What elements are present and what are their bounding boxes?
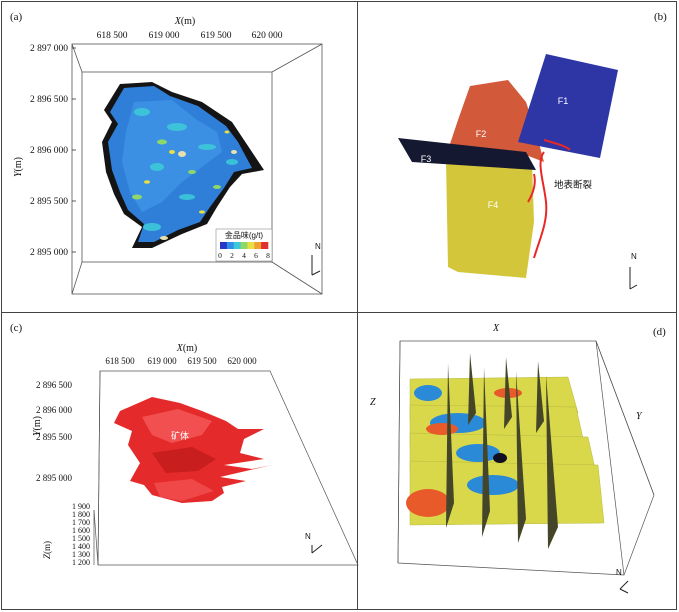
panel-a-y-tick-1: 2 897 000 <box>30 44 68 54</box>
panel-d-x-axis-title: X <box>492 323 500 334</box>
panel-c-x-tick-4: 620 000 <box>227 356 257 366</box>
panel-c-y-tick-4: 2 895 000 <box>36 473 73 483</box>
panel-a-y-tick-2: 2 896 500 <box>30 95 68 105</box>
panel-c-z-tick-2: 1 800 <box>72 510 90 519</box>
panel-c-z-tick-6: 1 400 <box>72 542 90 551</box>
section-anomaly-low-1 <box>414 385 442 401</box>
panel-a-legend-tick-8: 8 <box>266 251 270 260</box>
legend-color-swatch <box>254 242 262 249</box>
panel-a-canvas: (a) X(m) 618 500 619 000 619 500 620 000… <box>10 11 323 295</box>
panel-a-label: (a) <box>10 11 23 23</box>
fault-f4-label: F4 <box>488 200 499 210</box>
panel-c-bounding-box <box>93 370 359 566</box>
panel-d-north-arrow-icon <box>619 580 629 594</box>
section-anomaly-low-3 <box>456 444 500 462</box>
panel-c-orebody <box>114 397 272 503</box>
panel-a-y-tick-4: 2 895 500 <box>30 197 68 207</box>
panel-c-z-tick-4: 1 600 <box>72 526 90 535</box>
section-anomaly-high-1 <box>426 423 458 435</box>
panel-c-x-axis-title: X(m) <box>176 343 198 354</box>
panel-a-x-axis-letter: X <box>174 16 182 27</box>
section-anomaly-high-2 <box>406 489 450 517</box>
panel-c-x-tick-3: 619 500 <box>187 356 217 366</box>
panel-c-z-tick-5: 1 500 <box>72 534 90 543</box>
panel-a-x-tick-2: 619 000 <box>149 31 180 41</box>
panel-a-x-tick-3: 619 500 <box>201 31 232 41</box>
panel-d-z-axis-title: Z <box>370 397 376 408</box>
fault-f3-surface <box>398 138 536 170</box>
panel-c-label: (c) <box>10 322 23 334</box>
panel-b-north-label: N <box>631 252 637 261</box>
panel-a-x-axis-title: X(m) <box>174 16 196 27</box>
panel-c-north-arrow-icon <box>311 544 323 554</box>
panel-a-legend-colorbar <box>220 242 269 249</box>
panel-a-legend: 金品味(g/t) 0 2 4 6 8 <box>215 228 273 262</box>
panel-c: (c) X(m) 618 500 619 000 619 500 620 000… <box>2 313 359 610</box>
panel-c-x-tick-2: 619 000 <box>147 356 177 366</box>
panel-a-legend-tick-0: 0 <box>218 251 222 260</box>
panel-a-bounding-box <box>71 43 323 295</box>
surface-fault-traces <box>527 139 571 259</box>
panel-a-north-arrow-icon <box>311 255 321 276</box>
section-anomaly-low-4 <box>467 475 519 495</box>
panel-c-z-axis-title: Z(m) <box>42 541 52 559</box>
panel-b-canvas: (b) F2 F1 F3 F4 地表断裂 N <box>398 11 667 290</box>
legend-color-swatch <box>233 242 241 249</box>
panel-divider-horizontal <box>1 312 677 313</box>
panel-a-y-axis-title: Y(m) <box>13 157 24 177</box>
panel-a-x-tick-1: 618 500 <box>97 31 128 41</box>
panel-c-orebody-label: 矿体 <box>171 430 189 441</box>
panel-c-north-label: N <box>305 532 311 541</box>
panel-c-z-tick-8: 1 200 <box>72 558 90 567</box>
panel-c-z-tick-3: 1 700 <box>72 518 90 527</box>
section-anomaly-core <box>493 453 507 463</box>
panel-a-orebody-surface <box>102 82 264 248</box>
panel-a-legend-tick-4: 4 <box>242 251 246 260</box>
panel-a-x-tick-4: 620 000 <box>252 31 283 41</box>
panel-a-y-tick-3: 2 896 000 <box>30 146 68 156</box>
panel-d-north-label: N <box>616 568 622 577</box>
fault-f1-surface <box>518 54 618 158</box>
panel-b: (b) F2 F1 F3 F4 地表断裂 N <box>358 2 677 312</box>
panel-c-x-tick-1: 618 500 <box>105 356 135 366</box>
legend-color-swatch <box>220 242 228 249</box>
panel-a-legend-tick-6: 6 <box>254 251 258 260</box>
panel-c-z-tick-7: 1 300 <box>72 550 90 559</box>
panel-d-bounding-box <box>397 340 655 576</box>
legend-color-swatch <box>240 242 248 249</box>
legend-color-swatch <box>261 242 269 249</box>
panel-a-legend-title: 金品味(g/t) <box>225 230 264 240</box>
panel-c-y-tick-1: 2 896 500 <box>36 380 73 390</box>
panel-d-canvas: (d) X Z Y <box>370 323 666 594</box>
fault-f3-label: F3 <box>421 154 432 164</box>
fault-f4-surface <box>446 160 534 278</box>
legend-color-swatch <box>247 242 255 249</box>
panel-c-y-tick-3: 2 895 500 <box>36 432 73 442</box>
legend-color-swatch <box>226 242 235 249</box>
panel-a-y-tick-5: 2 895 000 <box>30 248 68 258</box>
panel-a-x-axis-unit: (m) <box>181 16 195 27</box>
panel-b-label: (b) <box>654 11 667 23</box>
fault-f1-label: F1 <box>558 96 569 106</box>
panel-c-y-axis-title: Y(m) <box>32 416 43 436</box>
panel-d-planes <box>446 353 558 549</box>
panel-d: (d) X Z Y <box>358 313 677 610</box>
panel-c-y-tick-2: 2 896 000 <box>36 405 73 415</box>
panel-c-canvas: (c) X(m) 618 500 619 000 619 500 620 000… <box>10 322 359 567</box>
fault-f2-label: F2 <box>476 129 487 139</box>
panel-a-legend-tick-2: 2 <box>230 251 234 260</box>
panel-divider-vertical <box>357 1 358 610</box>
surface-fault-label: 地表断裂 <box>554 179 593 191</box>
panel-a-north-label: N <box>315 242 321 251</box>
panel-d-label: (d) <box>653 326 666 338</box>
panel-c-z-tick-1: 1 900 <box>72 502 90 511</box>
panel-b-north-arrow-icon <box>629 267 638 290</box>
panel-d-y-axis-title: Y <box>636 411 643 422</box>
panel-a: (a) X(m) 618 500 619 000 619 500 620 000… <box>2 2 357 312</box>
